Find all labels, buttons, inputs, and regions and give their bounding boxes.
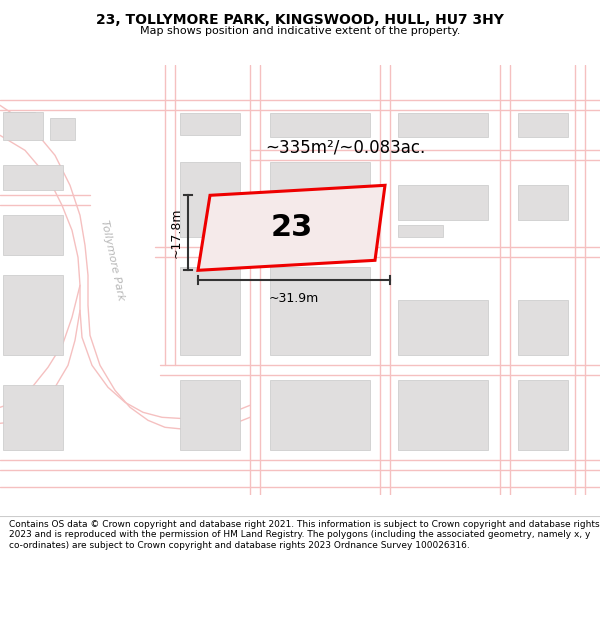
Bar bbox=[270, 380, 370, 450]
Bar bbox=[3, 215, 63, 255]
Bar bbox=[398, 225, 443, 238]
Bar bbox=[518, 300, 568, 355]
Text: ~17.8m: ~17.8m bbox=[170, 208, 183, 258]
Text: Map shows position and indicative extent of the property.: Map shows position and indicative extent… bbox=[140, 26, 460, 36]
Bar bbox=[518, 113, 568, 138]
Bar bbox=[398, 300, 488, 355]
Bar bbox=[398, 185, 488, 220]
Bar bbox=[180, 113, 240, 135]
Bar bbox=[3, 275, 63, 355]
Bar bbox=[518, 380, 568, 450]
Bar bbox=[518, 185, 568, 220]
Bar bbox=[398, 113, 488, 138]
Bar bbox=[5, 112, 35, 120]
Text: Tollymore Park: Tollymore Park bbox=[98, 219, 125, 302]
Bar bbox=[3, 385, 63, 450]
Text: Contains OS data © Crown copyright and database right 2021. This information is : Contains OS data © Crown copyright and d… bbox=[9, 520, 599, 550]
Bar bbox=[180, 380, 240, 450]
Bar bbox=[270, 113, 370, 138]
Bar bbox=[270, 268, 370, 355]
Bar bbox=[3, 165, 63, 190]
Bar bbox=[180, 162, 240, 238]
Bar bbox=[3, 112, 43, 140]
Text: 23: 23 bbox=[271, 213, 313, 242]
Polygon shape bbox=[198, 185, 385, 270]
Bar bbox=[398, 380, 488, 450]
Text: 23, TOLLYMORE PARK, KINGSWOOD, HULL, HU7 3HY: 23, TOLLYMORE PARK, KINGSWOOD, HULL, HU7… bbox=[96, 12, 504, 27]
Bar bbox=[180, 268, 240, 355]
Text: ~335m²/~0.083ac.: ~335m²/~0.083ac. bbox=[265, 138, 425, 156]
Text: ~31.9m: ~31.9m bbox=[269, 292, 319, 305]
Bar bbox=[270, 162, 370, 238]
Bar bbox=[50, 118, 75, 140]
Bar bbox=[5, 123, 35, 135]
